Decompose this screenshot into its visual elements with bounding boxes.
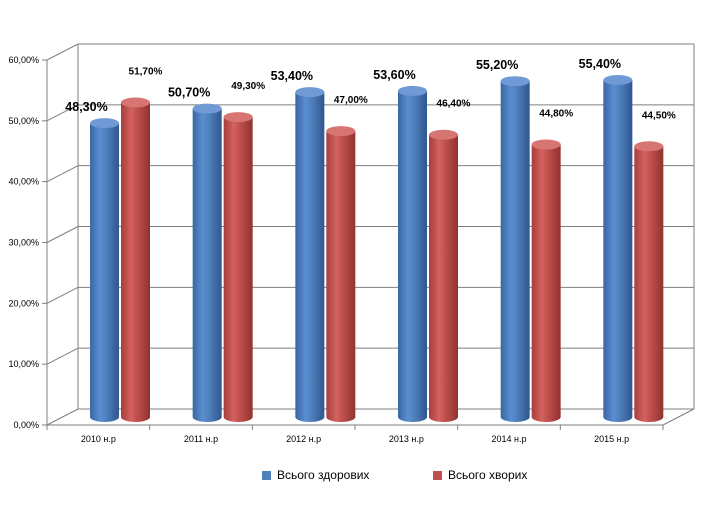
- data-label-sick: 47,00%: [334, 95, 368, 106]
- x-tick-label: 2014 н.р: [492, 434, 527, 444]
- bar-body: [223, 117, 253, 422]
- bar-body: [121, 102, 150, 422]
- data-label-sick: 49,30%: [231, 81, 265, 92]
- bar-body: [531, 144, 561, 422]
- bar-top: [531, 139, 561, 150]
- bar-sick: [326, 126, 356, 423]
- y-tick-label: 30,00%: [8, 238, 39, 248]
- x-tick-label: 2011 н.р: [184, 434, 218, 444]
- legend-swatch-red: [433, 470, 442, 480]
- x-tick-label: 2012 н.р: [286, 434, 321, 444]
- data-label-sick: 51,70%: [129, 66, 163, 77]
- bar-body: [90, 123, 119, 423]
- bar-healthy: [192, 103, 222, 422]
- y-tick-label: 10,00%: [8, 359, 39, 369]
- axes: 0,00% 10,00% 20,00% 30,00% 40,00% 50,00% 60,00…: [8, 44, 695, 444]
- bar-body: [634, 146, 664, 422]
- gridline-depth: [46, 165, 79, 183]
- bar-healthy: [398, 85, 427, 422]
- y-tick-label: 50,00%: [8, 116, 39, 126]
- gridline-depth: [46, 408, 79, 426]
- y-tick-label: 0,00%: [13, 420, 39, 430]
- data-label-sick: 44,80%: [539, 108, 573, 119]
- bar-top: [603, 74, 633, 85]
- y-tick-label: 20,00%: [8, 298, 39, 308]
- bar-body: [398, 90, 427, 422]
- bar-body: [429, 134, 458, 422]
- data-label-healthy: 55,20%: [476, 58, 518, 72]
- bar-healthy: [603, 74, 633, 422]
- data-label-healthy: 48,30%: [65, 100, 107, 114]
- bar-healthy: [295, 87, 325, 423]
- bar-top: [295, 87, 325, 98]
- bar-top: [121, 97, 150, 108]
- bar-sick: [223, 112, 253, 422]
- gridline-depth: [46, 226, 79, 243]
- data-label-healthy: 53,40%: [271, 69, 313, 83]
- bar-top: [90, 118, 119, 129]
- bar-sick: [429, 129, 458, 422]
- y-tick-label: 60,00%: [8, 55, 39, 65]
- bar-top: [326, 126, 356, 137]
- bar-sick: [634, 141, 664, 422]
- x-tick-label: 2013 н.р: [389, 434, 424, 444]
- bar-top: [223, 112, 253, 123]
- legend-swatch-blue: [262, 470, 271, 480]
- bar-healthy: [500, 76, 530, 423]
- data-label-sick: 46,40%: [437, 99, 471, 110]
- bar-body: [295, 92, 325, 423]
- bar-sick: [121, 97, 150, 422]
- data-label-healthy: 55,40%: [579, 57, 621, 71]
- x-tick-label: 2015 н.р: [594, 434, 629, 444]
- gridline-depth: [46, 347, 79, 365]
- bar-body: [603, 79, 633, 422]
- data-label-healthy: 50,70%: [168, 86, 210, 100]
- data-label-sick: 44,50%: [642, 110, 676, 121]
- bar-top: [192, 103, 222, 114]
- legend: Всього здорових Всього хворих: [0, 468, 725, 488]
- data-label-healthy: 53,60%: [373, 68, 415, 82]
- bar-body: [500, 81, 530, 423]
- bar-body: [192, 108, 222, 422]
- legend-label-sick: Всього хворих: [448, 468, 528, 482]
- legend-label-healthy: Всього здорових: [277, 468, 370, 482]
- floor-right-edge: [662, 408, 695, 426]
- gridline-depth: [46, 104, 79, 122]
- bar-healthy: [90, 118, 119, 423]
- legend-item-sick: Всього хворих: [433, 468, 527, 482]
- bars: [90, 74, 664, 423]
- gridline-depth: [46, 43, 79, 61]
- bar-top: [500, 76, 530, 87]
- legend-item-healthy: Всього здорових: [262, 468, 369, 482]
- x-tick-label: 2010 н.р: [81, 434, 116, 444]
- data-labels: 48,30% 51,70% 50,70% 49,30% 53,40% 47,00% 53,6…: [65, 57, 676, 121]
- bar-body: [326, 131, 356, 423]
- bar-sick: [531, 139, 561, 422]
- bar-top: [398, 85, 427, 96]
- bar-top: [429, 129, 458, 140]
- bar-top: [634, 141, 664, 152]
- gridline-depth: [46, 286, 79, 304]
- grid-lines: [46, 43, 694, 426]
- y-tick-label: 40,00%: [8, 177, 39, 187]
